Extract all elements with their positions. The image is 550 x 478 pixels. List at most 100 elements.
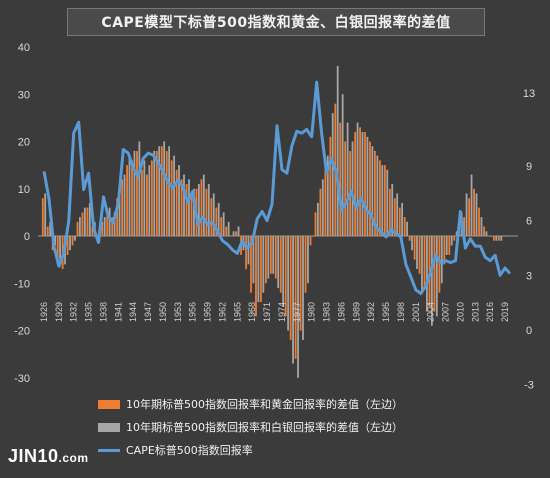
- gold-bar-2015: [483, 226, 485, 236]
- silver-bar-1986: [341, 94, 344, 236]
- y-left-tick-label: -20: [14, 326, 30, 338]
- x-tick-label: 2010: [455, 302, 465, 322]
- gold-bar-2005: [433, 236, 436, 312]
- silver-bar-1976: [292, 236, 294, 364]
- gold-bar-1951: [165, 150, 168, 236]
- legend-swatch-gold: [98, 399, 120, 409]
- silver-bar-1971: [267, 236, 270, 279]
- gold-bar-1929: [56, 236, 59, 265]
- legend-label-gold: 10年期标普500指数回报率和黄金回报率的差值（左边）: [126, 398, 403, 411]
- silver-bar-1975: [287, 236, 290, 331]
- x-tick-label: 1968: [247, 302, 257, 322]
- x-tick-label: 1935: [84, 302, 94, 322]
- x-tick-label: 1983: [322, 302, 332, 322]
- y-axis-right: 13 9 6 3 0 -3: [523, 88, 535, 392]
- gold-bar-1992: [369, 141, 371, 236]
- gold-bar-1926: [41, 198, 44, 236]
- silver-bar-1953: [178, 165, 180, 236]
- gold-bar-1989: [354, 132, 357, 236]
- y-right-tick-label: 0: [526, 325, 532, 337]
- gold-bar-1927: [46, 226, 49, 236]
- silver-bar-1978: [302, 236, 304, 340]
- silver-bar-1938: [103, 217, 106, 236]
- x-axis: 1926 1929 1932 1935 1938 1941 1944 1947 1950 1953…: [39, 302, 510, 322]
- silver-bar-1972: [272, 236, 275, 274]
- silver-bar-1957: [197, 184, 200, 236]
- x-tick-label: 1929: [54, 302, 64, 322]
- x-tick-label: 1992: [366, 302, 376, 322]
- x-tick-label: 1995: [381, 302, 391, 322]
- x-tick-label: 2013: [470, 302, 480, 322]
- gold-bar-2008: [448, 236, 451, 255]
- gold-bar-1971: [264, 236, 267, 284]
- silver-bar-1935: [88, 202, 91, 236]
- gold-bar-1993: [374, 150, 376, 236]
- silver-bar-1989: [356, 122, 359, 236]
- silver-bar-1955: [188, 179, 190, 236]
- silver-bar-1931: [69, 236, 71, 251]
- gold-bar-1952: [170, 160, 173, 236]
- silver-bar-1948: [153, 150, 156, 236]
- cape-line: [42, 80, 512, 295]
- legend: 10年期标普500指数回报率和黄金回报率的差值（左边） 10年期标普500指数回…: [98, 395, 498, 464]
- x-tick-label: 1965: [232, 302, 242, 322]
- y-right-tick-label: 13: [523, 88, 535, 100]
- gold-bar-2012: [468, 198, 471, 236]
- x-tick-label: 1962: [217, 302, 227, 322]
- gold-bar-2003: [423, 236, 426, 288]
- silver-bar-1958: [202, 174, 205, 236]
- gold-bar-1933: [76, 221, 79, 236]
- silver-bar-1983: [326, 155, 329, 236]
- silver-bar-1960: [212, 193, 215, 236]
- silver-bar-2017: [495, 236, 498, 241]
- gold-bar-1959: [205, 188, 208, 236]
- gold-bar-2001: [413, 236, 416, 260]
- silver-bar-2016: [490, 236, 493, 237]
- silver-bar-1947: [148, 165, 151, 236]
- gold-bar-1973: [274, 236, 277, 279]
- gold-bar-1978: [299, 236, 302, 331]
- gold-bar-1995: [383, 165, 386, 236]
- silver-bar-1981: [316, 202, 319, 236]
- silver-bar-1950: [163, 141, 166, 236]
- x-tick-label: 1971: [262, 302, 272, 322]
- gold-bar-1979: [304, 236, 307, 293]
- x-tick-label: 1998: [396, 302, 406, 322]
- silver-bar-1968: [252, 236, 255, 284]
- silver-bar-1973: [277, 236, 280, 288]
- silver-bar-1934: [83, 207, 86, 236]
- y-right-tick-label: -3: [524, 380, 534, 392]
- silver-bar-1969: [257, 236, 260, 303]
- gold-bar-2013: [473, 188, 475, 236]
- silver-bar-1941: [118, 193, 121, 236]
- gold-bar-1986: [339, 122, 342, 236]
- gold-bar-1963: [225, 226, 228, 236]
- legend-item-silver: 10年期标普500指数回报率和白银回报率的差值（左边）: [98, 418, 498, 436]
- gold-bar-2000: [408, 236, 411, 241]
- silver-diff-bars: [44, 65, 508, 378]
- x-tick-label: 1947: [143, 302, 153, 322]
- gold-bar-2016: [488, 236, 490, 237]
- gold-bar-1949: [155, 150, 158, 236]
- gold-bar-1983: [324, 169, 327, 236]
- silver-bar-1964: [232, 231, 235, 236]
- gold-bar-1999: [403, 217, 406, 236]
- cape-line-group: [42, 80, 512, 295]
- silver-bar-2009: [455, 231, 458, 236]
- logo-suffix: .com: [58, 451, 89, 465]
- legend-item-cape: CAPE标普500指数回报率: [98, 441, 498, 459]
- silver-bar-2012: [470, 174, 473, 236]
- gold-bar-1941: [116, 198, 119, 236]
- x-tick-label: 1974: [277, 302, 287, 322]
- gold-bar-2006: [438, 236, 441, 293]
- silver-bar-1997: [396, 193, 399, 236]
- silver-bar-2015: [485, 231, 488, 236]
- silver-bar-2004: [430, 236, 433, 326]
- gold-bar-1934: [81, 212, 84, 236]
- gold-bar-2019: [502, 236, 505, 237]
- silver-bar-1939: [108, 207, 111, 236]
- y-left-tick-label: 0: [24, 231, 30, 243]
- silver-bar-1994: [381, 165, 384, 236]
- silver-bar-1962: [222, 212, 225, 236]
